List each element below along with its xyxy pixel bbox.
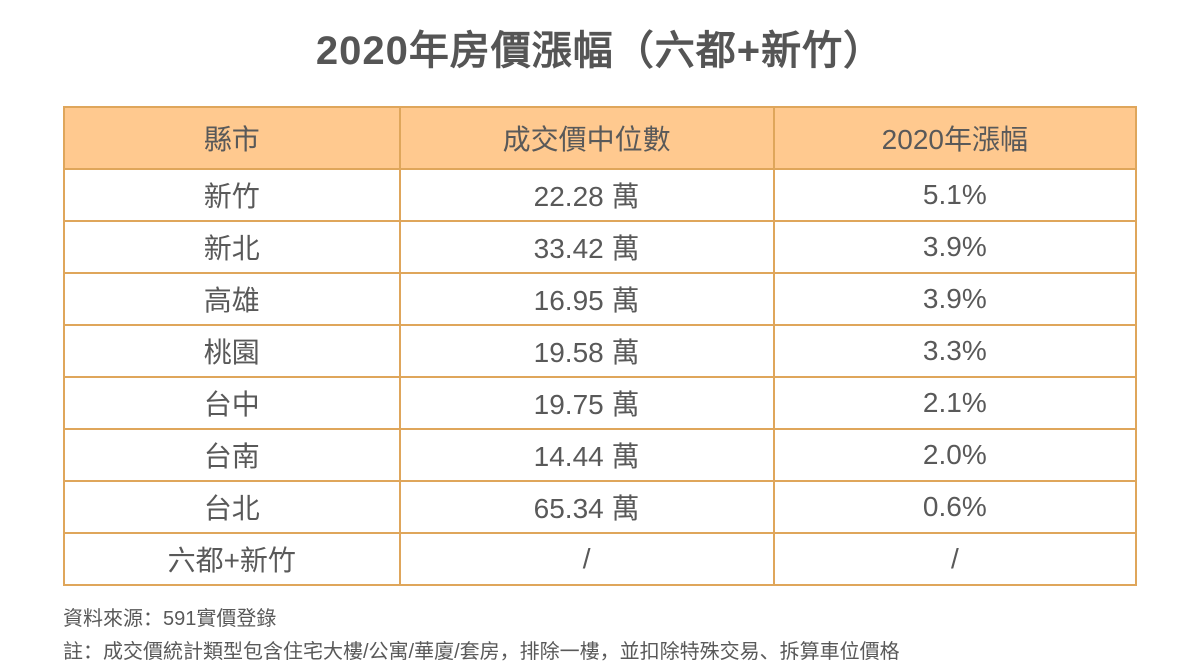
cell-median-price: 14.44 萬 (398, 428, 775, 482)
cell-city: 新北 (63, 220, 401, 274)
cell-growth: 3.3% (772, 324, 1138, 378)
table-row: 桃園 19.58 萬 3.3% (63, 324, 1138, 378)
cell-city: 台南 (63, 428, 401, 482)
cell-median-price: 19.75 萬 (398, 376, 775, 430)
column-header-median-price: 成交價中位數 (398, 106, 775, 170)
cell-growth: 3.9% (772, 220, 1138, 274)
table-row: 新竹 22.28 萬 5.1% (63, 168, 1138, 222)
table-row: 台南 14.44 萬 2.0% (63, 428, 1138, 482)
cell-median-price: 65.34 萬 (398, 480, 775, 534)
table-row: 高雄 16.95 萬 3.9% (63, 272, 1138, 326)
cell-growth: / (772, 532, 1138, 586)
cell-city: 新竹 (63, 168, 401, 222)
cell-growth: 3.9% (772, 272, 1138, 326)
cell-median-price: 22.28 萬 (398, 168, 775, 222)
data-source-note: 資料來源：591實價登錄 (63, 608, 277, 630)
table-row: 台北 65.34 萬 0.6% (63, 480, 1138, 534)
cell-median-price: 16.95 萬 (398, 272, 775, 326)
cell-median-price: / (398, 532, 775, 586)
table-row: 台中 19.75 萬 2.1% (63, 376, 1138, 430)
cell-city: 台北 (63, 480, 401, 534)
cell-growth: 2.1% (772, 376, 1138, 430)
table-row: 新北 33.42 萬 3.9% (63, 220, 1138, 274)
table-row: 六都+新竹 / / (63, 532, 1138, 586)
table-body: 新竹 22.28 萬 5.1% 新北 33.42 萬 3.9% 高雄 16.95 萬 3.9% 桃… (63, 168, 1138, 586)
cell-city: 桃園 (63, 324, 401, 378)
cell-median-price: 33.42 萬 (398, 220, 775, 274)
price-table: 縣市 成交價中位數 2020年漲幅 新竹 22.28 萬 5.1% 新北 33.42 萬… (63, 106, 1138, 586)
cell-city: 台中 (63, 376, 401, 430)
cell-city: 高雄 (63, 272, 401, 326)
footer-notes: 資料來源：591實價登錄 註：成交價統計類型包含住宅大樓/公寓/華廈/套房，排除… (63, 603, 900, 664)
infographic-page: 2020年房價漲幅（六都+新竹） 縣市 成交價中位數 2020年漲幅 新竹 22.… (0, 18, 1200, 664)
cell-city: 六都+新竹 (63, 532, 401, 586)
cell-growth: 0.6% (772, 480, 1138, 534)
cell-growth: 5.1% (772, 168, 1138, 222)
cell-median-price: 19.58 萬 (398, 324, 775, 378)
page-title: 2020年房價漲幅（六都+新竹） (315, 29, 885, 73)
column-header-growth: 2020年漲幅 (772, 106, 1138, 170)
methodology-note: 註：成交價統計類型包含住宅大樓/公寓/華廈/套房，排除一樓，並扣除特殊交易、拆算… (63, 641, 900, 663)
column-header-city: 縣市 (63, 106, 401, 170)
cell-growth: 2.0% (772, 428, 1138, 482)
table-header-row: 縣市 成交價中位數 2020年漲幅 (63, 106, 1138, 170)
